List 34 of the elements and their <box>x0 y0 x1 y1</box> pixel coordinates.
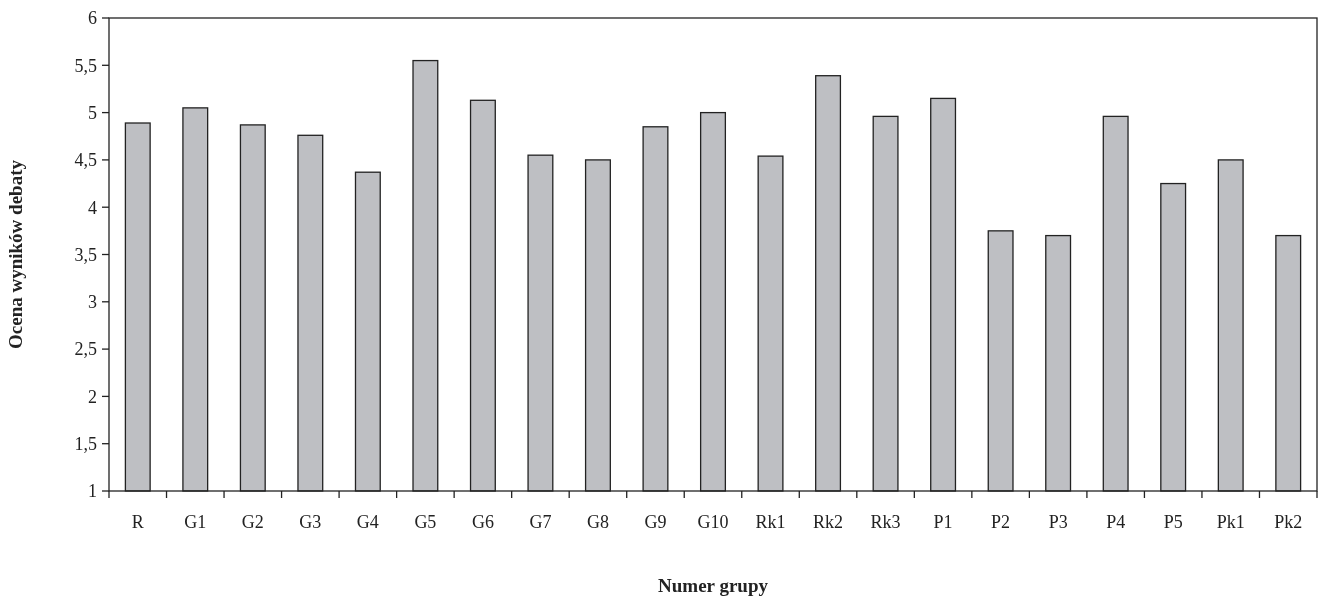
x-tick-label: G7 <box>529 512 552 532</box>
x-tick-label: G4 <box>356 512 379 532</box>
x-tick-label: G8 <box>586 512 609 532</box>
y-tick-label: 2 <box>88 386 97 407</box>
x-tick-label: P1 <box>933 512 953 532</box>
x-tick-label: G1 <box>184 512 207 532</box>
x-tick-label: G6 <box>471 512 494 532</box>
y-tick-label: 5 <box>88 102 97 123</box>
x-tick-label: Pk2 <box>1274 512 1303 532</box>
x-tick-label: P3 <box>1048 512 1068 532</box>
x-tick-label: P5 <box>1163 512 1183 532</box>
x-axis-title: Numer grupy <box>658 575 769 596</box>
y-tick-label: 4,5 <box>74 150 97 171</box>
y-axis-title: Ocena wyników debaty <box>5 159 26 349</box>
y-tick-label: 1,5 <box>74 434 97 454</box>
x-tick-label: P4 <box>1106 512 1126 532</box>
x-tick-label: G5 <box>414 512 437 532</box>
x-tick-label: G2 <box>241 512 264 532</box>
y-tick-label: 6 <box>88 8 97 29</box>
x-tick-label: Rk1 <box>755 512 786 532</box>
x-tick-label: G3 <box>299 512 322 532</box>
x-tick-label: P2 <box>991 512 1011 532</box>
y-tick-label: 3 <box>88 292 97 313</box>
x-tick-label: Pk1 <box>1216 512 1245 532</box>
x-tick-label: G9 <box>644 512 667 532</box>
x-tick-label: G10 <box>697 512 729 532</box>
x-tick-label: Rk2 <box>813 512 844 532</box>
y-tick-label: 5,5 <box>74 55 97 76</box>
y-tick-label: 4 <box>88 197 97 218</box>
y-tick-label: 2,5 <box>74 339 97 360</box>
y-tick-label: 1 <box>88 481 97 502</box>
y-tick-label: 3,5 <box>74 244 97 265</box>
x-tick-label: Rk3 <box>870 512 901 532</box>
x-tick-label: R <box>131 512 144 532</box>
